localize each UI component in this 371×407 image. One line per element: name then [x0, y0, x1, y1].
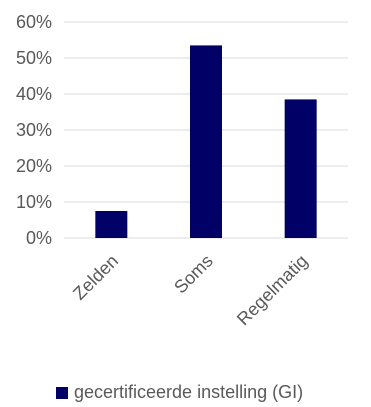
y-tick-label: 0% — [26, 228, 52, 248]
x-axis-categories: Zelden Soms Regelmatig — [69, 251, 311, 330]
y-tick-label: 10% — [16, 192, 52, 212]
y-tick-label: 30% — [16, 120, 52, 140]
x-category-label: Soms — [170, 251, 217, 298]
bars — [95, 45, 317, 239]
y-tick-label: 40% — [16, 84, 52, 104]
bar-soms — [190, 45, 222, 239]
bar-zelden — [95, 211, 128, 238]
legend-label: gecertificeerde instelling (GI) — [74, 382, 304, 402]
x-category-label: Zelden — [69, 251, 122, 304]
y-axis-ticks: 0% 10% 20% 30% 40% 50% 60% — [16, 12, 52, 248]
legend-swatch — [56, 386, 68, 399]
y-tick-label: 60% — [16, 12, 52, 32]
y-tick-label: 50% — [16, 48, 52, 68]
bar-regelmatig — [284, 99, 317, 239]
x-category-label: Regelmatig — [233, 251, 312, 330]
y-tick-label: 20% — [16, 156, 52, 176]
legend: gecertificeerde instelling (GI) — [56, 382, 303, 403]
